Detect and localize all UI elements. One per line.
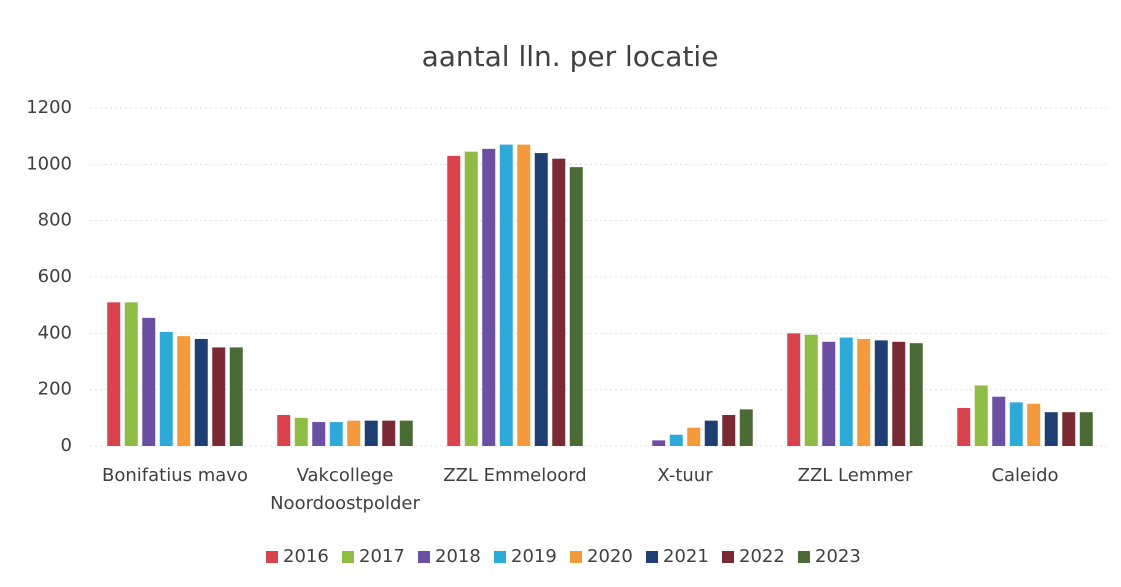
bar (787, 333, 801, 446)
bar (857, 338, 871, 446)
y-tick-label: 400 (38, 322, 72, 343)
bar (687, 427, 701, 446)
bar (382, 420, 396, 446)
y-tick-label: 200 (38, 379, 72, 400)
bar (124, 302, 138, 446)
bar (517, 144, 531, 446)
bar (464, 151, 478, 447)
bar (312, 422, 326, 446)
bar (482, 148, 496, 446)
bar (892, 341, 906, 446)
x-tick-label: ZZL Lemmer (797, 465, 913, 486)
bar (294, 417, 308, 446)
bar (499, 144, 513, 446)
bar (739, 409, 753, 446)
bar (277, 415, 291, 446)
bar (212, 347, 226, 446)
bar (399, 420, 413, 446)
legend-swatch (646, 551, 658, 563)
legend-swatch (722, 551, 734, 563)
x-tick-label: Caleido (991, 465, 1059, 486)
bar (107, 302, 121, 446)
bar (822, 341, 836, 446)
legend-swatch (266, 551, 278, 563)
legend-swatch (570, 551, 582, 563)
bar (347, 420, 361, 446)
chart-title: aantal lln. per locatie (422, 40, 719, 73)
legend-label: 2021 (663, 546, 709, 567)
legend-label: 2016 (283, 546, 329, 567)
legend-label: 2022 (739, 546, 785, 567)
y-tick-label: 0 (61, 435, 72, 456)
bar (534, 153, 548, 447)
bar (992, 396, 1006, 446)
y-tick-label: 800 (38, 210, 72, 231)
legend-swatch (342, 551, 354, 563)
x-tick-label: Vakcollege Noordoostpolder (270, 465, 420, 514)
bar (569, 167, 583, 446)
bar (194, 338, 208, 446)
bar (652, 440, 666, 446)
bar (974, 385, 988, 446)
bar (722, 415, 736, 446)
legend-label: 2017 (359, 546, 405, 567)
bar (957, 407, 971, 446)
x-tick-label: Bonifatius mavo (102, 465, 248, 486)
bar (177, 336, 191, 446)
legend-label: 2023 (815, 546, 861, 567)
legend-label: 2020 (587, 546, 633, 567)
y-tick-label: 1200 (26, 97, 72, 118)
bar (1079, 412, 1093, 446)
bar (142, 317, 156, 446)
y-tick-label: 1000 (26, 153, 72, 174)
y-tick-label: 600 (38, 266, 72, 287)
legend-swatch (494, 551, 506, 563)
x-tick-label: ZZL Emmeloord (443, 465, 587, 486)
bar (552, 158, 566, 446)
legend-label: 2019 (511, 546, 557, 567)
bar (159, 331, 173, 446)
bar (909, 343, 923, 446)
bar (1027, 403, 1041, 446)
bar (229, 347, 243, 446)
bar (874, 340, 888, 446)
bar (1044, 412, 1058, 446)
bar (1062, 412, 1076, 446)
bar (804, 334, 818, 446)
legend-label: 2018 (435, 546, 481, 567)
legend-swatch (798, 551, 810, 563)
legend-swatch (418, 551, 430, 563)
bar (839, 337, 853, 446)
x-tick-label: X-tuur (657, 465, 713, 486)
bar (669, 434, 683, 446)
bar (704, 420, 718, 446)
bar (447, 155, 461, 446)
bar (329, 422, 343, 446)
bar (364, 420, 378, 446)
bar (1009, 402, 1023, 446)
